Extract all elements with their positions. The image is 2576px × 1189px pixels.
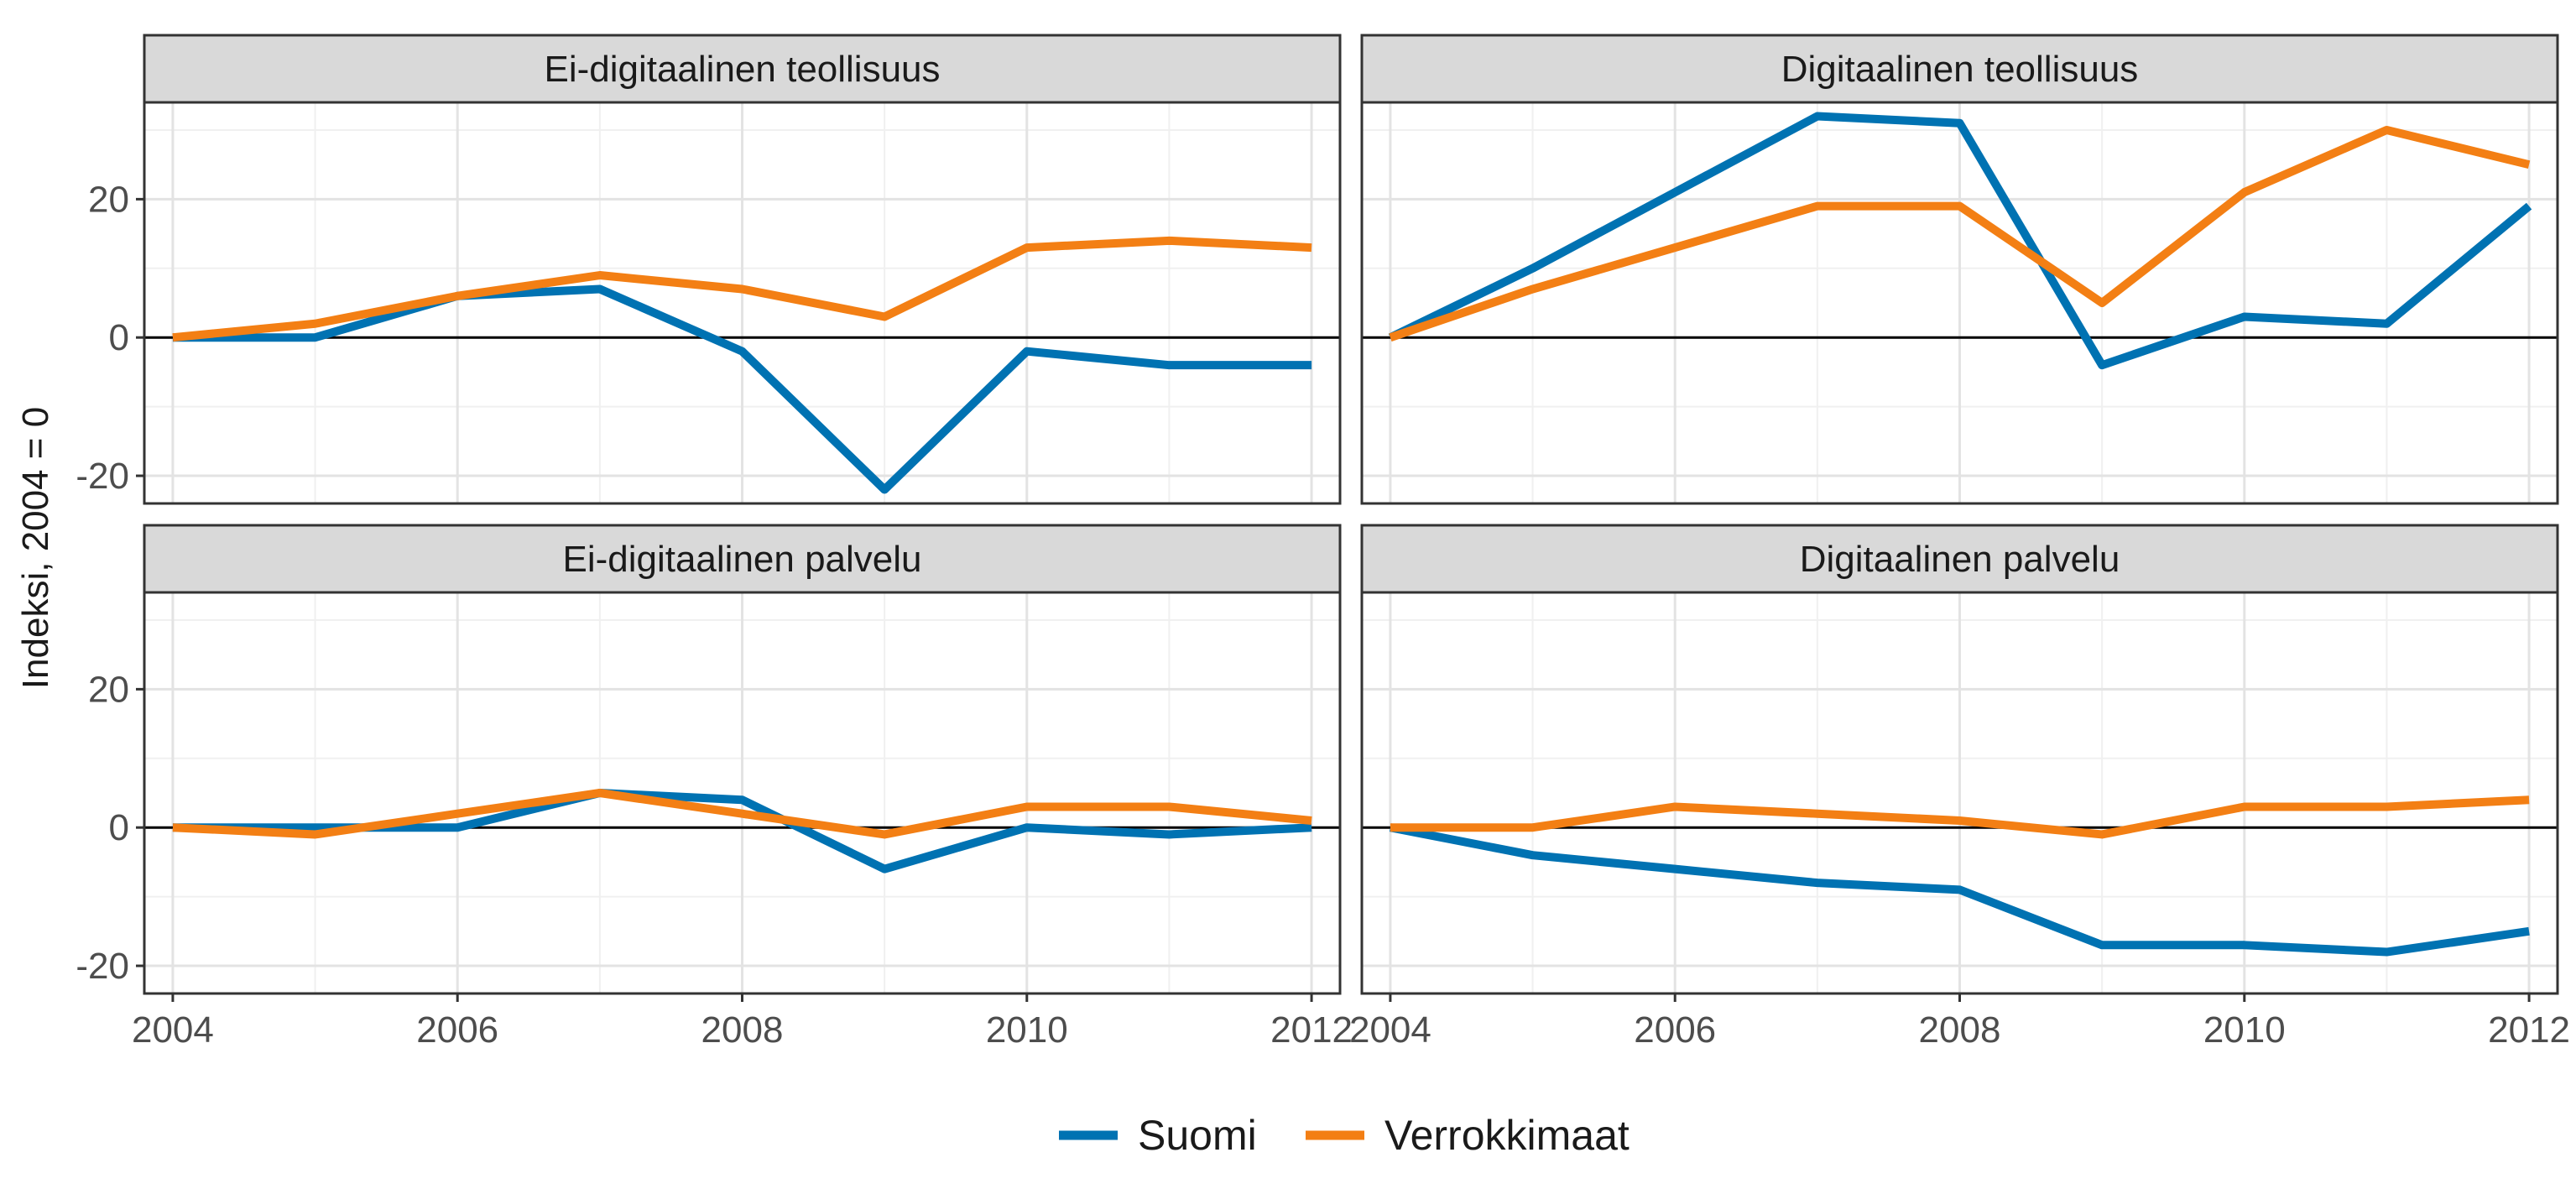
panel-2-series-suomi [1388,112,2532,370]
panel-2-title: Digitaalinen teollisuus [1781,49,2139,90]
panel-3-xtick-label: 2006 [416,1009,498,1051]
panel-4-strip [1360,524,2559,594]
panel-1-series-suomi [172,284,1312,494]
panel-2-border [1360,101,2559,505]
panel-3-xtick-label: 2010 [986,1009,1068,1051]
panel-3-xtick-label: 2012 [1270,1009,1353,1051]
panel-4-xtick-label: 2006 [1634,1009,1716,1051]
panel-1-ytick-label: 0 [109,317,129,358]
panel-1-title: Ei-digitaalinen teollisuus [544,49,940,90]
panel-3-title: Ei-digitaalinen palvelu [562,539,921,580]
panel-4-xtick-label: 2012 [2488,1009,2570,1051]
panel-4-series-verrokkimaat [1390,795,2530,839]
y-axis-title: Indeksi, 2004 = 0 [15,407,56,689]
panel-3-xtick-label: 2004 [132,1009,214,1051]
panel-1-ytick-label: 20 [88,179,129,220]
panel-1-border [143,101,1342,505]
panel-3-xtick-label: 2008 [701,1009,784,1051]
panel-3-strip [143,524,1342,594]
legend-label-verrokkimaat: Verrokkimaat [1384,1112,1630,1159]
panel-4-xtick-label: 2008 [1919,1009,2001,1051]
panel-2-series-verrokkimaat [1389,125,2531,342]
panel-2-strip [1360,34,2559,104]
panel-1-strip [143,34,1342,104]
panel-3-ytick-label: -20 [76,946,129,987]
panel-3-ytick-label: 20 [88,669,129,710]
panel-3-ytick-label: 0 [109,807,129,848]
panel-4-title: Digitaalinen palvelu [1800,539,2120,580]
panel-4-xtick-label: 2004 [1349,1009,1431,1051]
panel-1-series-verrokkimaat [172,236,1312,342]
panel-4-xtick-label: 2010 [2203,1009,2286,1051]
panel-1-ytick-label: -20 [76,456,129,497]
panel-3-series-verrokkimaat [172,789,1312,839]
legend-label-suomi: Suomi [1138,1112,1257,1159]
panel-4-series-suomi [1389,823,2530,957]
